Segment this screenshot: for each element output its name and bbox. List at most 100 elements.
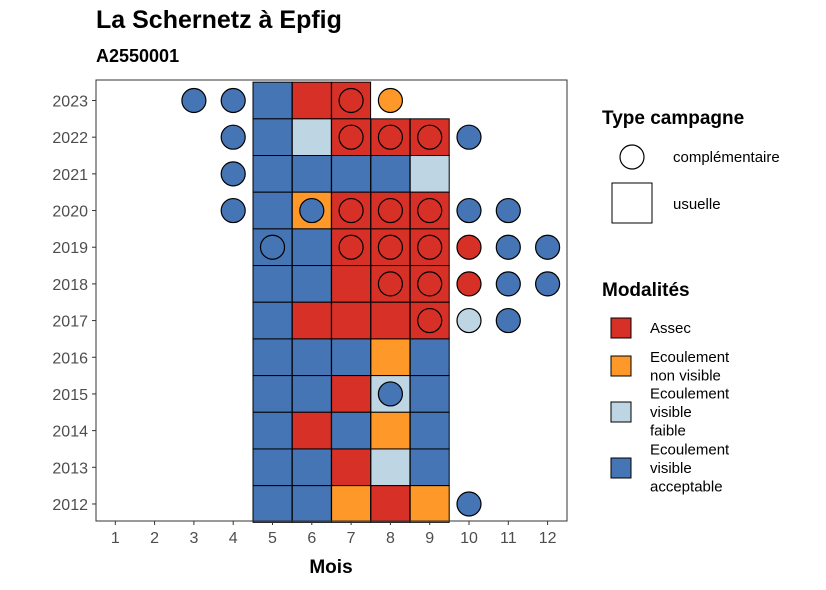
point-2017-11 bbox=[495, 307, 521, 334]
legend-type-label-usuelle: usuelle bbox=[673, 196, 721, 213]
cell-2022-5 bbox=[252, 118, 293, 157]
x-tick-label-3: 3 bbox=[189, 530, 198, 547]
point-2015-8 bbox=[377, 381, 403, 407]
cell-2021-6 bbox=[291, 155, 332, 193]
point-2019-12 bbox=[534, 234, 561, 260]
point-2018-8 bbox=[377, 271, 403, 297]
cell-2018-7 bbox=[331, 265, 372, 303]
x-tick-label-9: 9 bbox=[425, 530, 434, 547]
cell-2013-5 bbox=[252, 448, 293, 487]
x-tick-label-10: 10 bbox=[460, 530, 478, 547]
cell-2013-8 bbox=[370, 448, 411, 487]
point-2023-8 bbox=[377, 87, 403, 114]
cell-2014-5 bbox=[252, 411, 293, 450]
point-2019-11 bbox=[495, 234, 521, 260]
point-2020-4 bbox=[220, 197, 246, 224]
point-2022-7 bbox=[338, 124, 364, 150]
point-2022-8 bbox=[377, 124, 403, 150]
chart-subtitle: A2550001 bbox=[96, 46, 180, 66]
plot-area bbox=[181, 81, 561, 523]
cell-2016-6 bbox=[291, 338, 332, 377]
point-2019-5 bbox=[259, 234, 286, 260]
legend-circle-key bbox=[619, 144, 645, 170]
cell-2014-9 bbox=[409, 411, 450, 450]
cell-2019-6 bbox=[291, 228, 332, 267]
point-2020-7 bbox=[338, 197, 364, 224]
y-tick-label-2016: 2016 bbox=[52, 350, 88, 367]
cell-2013-7 bbox=[331, 448, 372, 487]
cell-2018-6 bbox=[291, 265, 332, 303]
chart-title: La Schernetz à Epfig bbox=[96, 6, 342, 34]
legend-type-title: Type campagne bbox=[602, 108, 744, 129]
point-2019-9 bbox=[417, 234, 443, 260]
point-2018-11 bbox=[495, 271, 521, 297]
cell-2016-9 bbox=[409, 338, 450, 377]
cell-2017-8 bbox=[370, 301, 411, 340]
x-tick-label-7: 7 bbox=[347, 530, 356, 547]
legend-modalites-title: Modalités bbox=[602, 280, 690, 301]
legend-label-vf-line-2: visible bbox=[650, 404, 692, 421]
cell-2015-6 bbox=[291, 375, 332, 413]
cell-2012-5 bbox=[252, 485, 293, 523]
legend-key-assec bbox=[610, 317, 632, 339]
plot-panel-border bbox=[95, 79, 568, 522]
point-2019-7 bbox=[338, 234, 364, 260]
legend-label-va-line-1: Ecoulement bbox=[650, 442, 730, 459]
y-tick-label-2022: 2022 bbox=[52, 130, 88, 147]
point-2020-9 bbox=[417, 197, 443, 224]
x-tick-label-1: 1 bbox=[111, 530, 120, 547]
point-2012-10 bbox=[456, 491, 482, 517]
cell-2021-5 bbox=[252, 155, 293, 193]
legend-key-nv bbox=[610, 355, 632, 377]
point-2019-10 bbox=[456, 234, 482, 260]
cell-2014-6 bbox=[291, 411, 332, 450]
cell-2016-5 bbox=[252, 338, 293, 377]
cell-2014-8 bbox=[370, 411, 411, 450]
cell-2017-7 bbox=[331, 301, 372, 340]
legend-type-label-complementaire: complémentaire bbox=[673, 149, 780, 166]
point-2020-6 bbox=[299, 197, 325, 224]
point-2020-11 bbox=[495, 197, 521, 224]
point-2023-3 bbox=[181, 87, 207, 114]
cell-2015-7 bbox=[331, 375, 372, 413]
cell-2015-5 bbox=[252, 375, 293, 413]
cell-2014-7 bbox=[331, 411, 372, 450]
cell-2012-7 bbox=[331, 485, 372, 523]
point-2018-9 bbox=[417, 271, 443, 297]
cell-2023-6 bbox=[291, 81, 332, 120]
cell-2013-6 bbox=[291, 448, 332, 487]
y-tick-label-2017: 2017 bbox=[52, 314, 88, 331]
x-tick-label-8: 8 bbox=[386, 530, 395, 547]
point-2020-10 bbox=[456, 197, 482, 224]
point-2017-9 bbox=[417, 307, 443, 334]
axes: 1 2 3 4 5 6 7 8 9 10 11 122012201320142015201620172… bbox=[52, 94, 556, 548]
x-tick-label-4: 4 bbox=[229, 530, 238, 547]
legends: Type campagne complémentaire usuelle Modali… bbox=[602, 108, 780, 496]
cell-2012-8 bbox=[370, 485, 411, 523]
cell-2018-5 bbox=[252, 265, 293, 303]
point-2020-8 bbox=[377, 197, 403, 224]
legend-key-va bbox=[610, 457, 632, 479]
cell-2022-6 bbox=[291, 118, 332, 157]
point-2022-10 bbox=[456, 124, 482, 150]
legend-label-va-line-2: visible bbox=[650, 460, 692, 477]
y-tick-label-2014: 2014 bbox=[52, 424, 88, 441]
cell-2013-9 bbox=[409, 448, 450, 487]
y-tick-label-2021: 2021 bbox=[52, 167, 88, 184]
point-2018-12 bbox=[534, 271, 561, 297]
legend-label-va-line-3: acceptable bbox=[650, 479, 723, 496]
legend-square-key bbox=[611, 182, 653, 224]
point-2022-4 bbox=[220, 124, 246, 150]
cell-2020-5 bbox=[252, 191, 293, 230]
point-2017-10 bbox=[456, 307, 482, 334]
x-tick-label-6: 6 bbox=[307, 530, 316, 547]
cell-2012-9 bbox=[409, 485, 450, 523]
y-tick-label-2019: 2019 bbox=[52, 240, 88, 257]
point-2021-4 bbox=[220, 161, 246, 187]
x-tick-label-5: 5 bbox=[268, 530, 277, 547]
y-tick-label-2023: 2023 bbox=[52, 94, 88, 111]
cell-2021-7 bbox=[331, 155, 372, 193]
legend-label-nv-line-1: Ecoulement bbox=[650, 349, 730, 366]
y-tick-label-2013: 2013 bbox=[52, 460, 88, 477]
cell-2021-8 bbox=[370, 155, 411, 193]
